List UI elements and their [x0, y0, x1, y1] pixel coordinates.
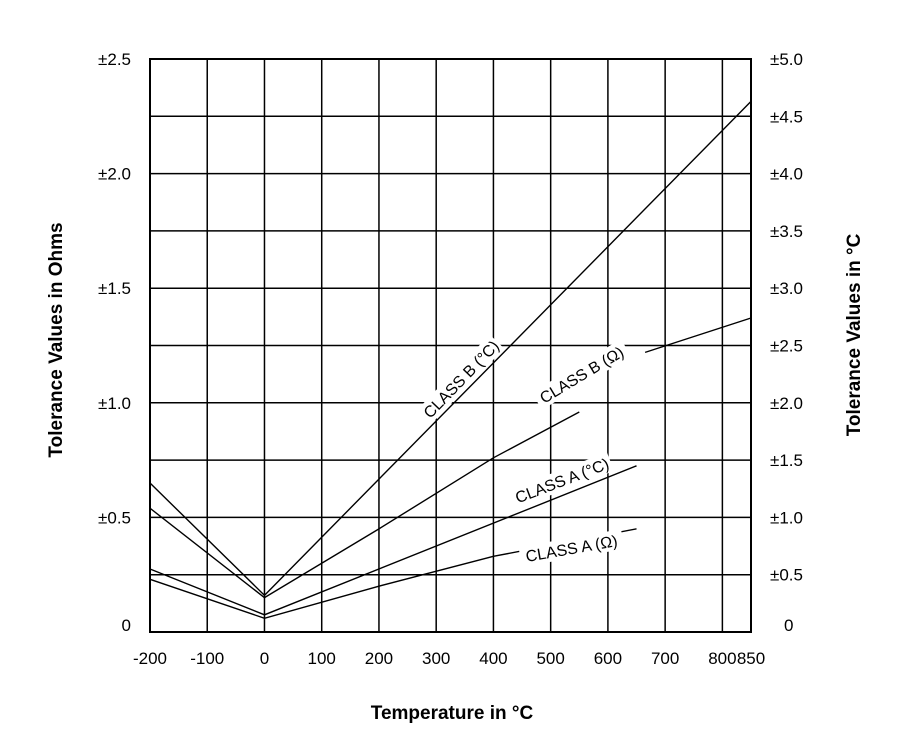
y-right-tick-label: ±1.0: [770, 508, 803, 527]
tick-labels: -200 -100 0 100 200 300 400 500 600 700 800 850 0 ±0.…: [98, 50, 803, 668]
x-tick-label: 850: [737, 649, 765, 668]
y-left-tick-label: 0: [122, 616, 131, 635]
x-tick-label: 400: [479, 649, 507, 668]
x-tick-label: 0: [260, 649, 269, 668]
y-right-tick-label: ±2.5: [770, 337, 803, 356]
series-line: [149, 100, 752, 597]
x-axis-label: Temperature in °C: [371, 703, 534, 724]
x-tick-label: -200: [133, 649, 167, 668]
series-label-background: [417, 334, 505, 424]
y-left-tick-label: ±0.5: [98, 508, 131, 527]
x-tick-label: 500: [536, 649, 564, 668]
grid: [149, 58, 752, 633]
series-label-group: CLASS B (°C): [417, 334, 505, 424]
y-right-tick-label: ±3.0: [770, 279, 803, 298]
y-left-tick-label: ±1.0: [98, 394, 131, 413]
y-right-tick-label: ±4.0: [770, 165, 803, 184]
y-right-tick-label: ±1.5: [770, 451, 803, 470]
series-label-background: [531, 339, 632, 410]
x-tick-label: 300: [422, 649, 450, 668]
series-line: [644, 317, 752, 354]
x-tick-label: 700: [651, 649, 679, 668]
y-right-tick-label: ±0.5: [770, 566, 803, 585]
y-axis-left-label: Tolerance Values in Ohms: [46, 222, 67, 457]
y-right-tick-label: ±3.5: [770, 222, 803, 241]
x-tick-label: 600: [594, 649, 622, 668]
x-tick-label: 800: [708, 649, 736, 668]
series-line: [149, 465, 637, 616]
y-right-tick-label: ±5.0: [770, 50, 803, 69]
y-left-tick-label: ±2.5: [98, 50, 131, 69]
y-right-tick-label: 0: [784, 616, 793, 635]
y-right-tick-label: ±2.0: [770, 394, 803, 413]
series-label-background: [509, 452, 615, 509]
y-axis-right-label: Tolerance Values in °C: [844, 233, 865, 436]
series-label-background: [518, 529, 625, 567]
series-label-group: CLASS B (Ω): [531, 339, 632, 410]
x-tick-label: -100: [190, 649, 224, 668]
plot-frame: [149, 58, 752, 633]
series-lines: [149, 100, 752, 619]
series-label: CLASS B (°C): [421, 338, 503, 422]
x-tick-label: 100: [308, 649, 336, 668]
y-right-tick-label: ±4.5: [770, 107, 803, 126]
y-left-tick-label: ±1.5: [98, 279, 131, 298]
series-line: [149, 411, 580, 599]
x-tick-label: 200: [365, 649, 393, 668]
series-labels: CLASS B (°C) CLASS B (Ω)CLASS A (°C)CLASS…: [417, 334, 632, 567]
y-left-tick-label: ±2.0: [98, 165, 131, 184]
